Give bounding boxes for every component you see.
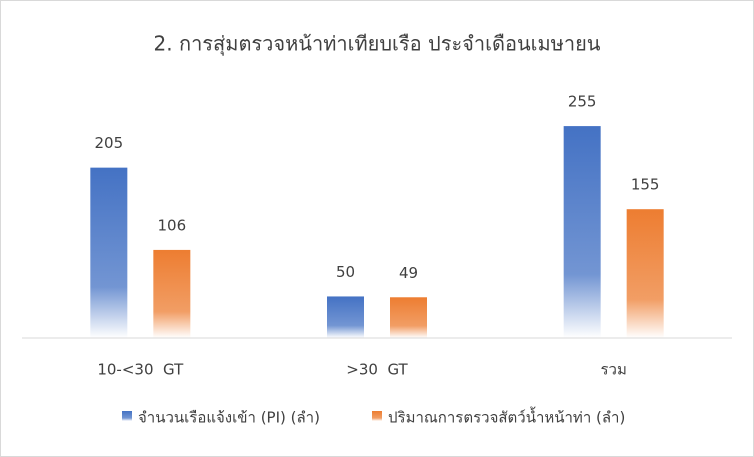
bar (390, 297, 427, 338)
data-label: 155 (631, 176, 660, 194)
x-tick-label: >30 GT (346, 361, 408, 379)
bar (626, 209, 664, 338)
data-label: 50 (336, 263, 355, 281)
bar (327, 296, 364, 338)
legend-label: จำนวนเรือแจ้งเข้า (PI) (ลำ) (138, 409, 320, 427)
bar (563, 126, 601, 338)
data-label: 49 (399, 264, 418, 282)
x-tick-label: รวม (600, 361, 626, 379)
chart-title: 2. การสุ่มตรวจหน้าท่าเทียบเรือ ประจำเดือ… (154, 32, 601, 57)
x-tick-label: 10-<30 GT (97, 361, 184, 379)
legend-swatch (122, 411, 132, 421)
data-label: 255 (568, 93, 597, 111)
legend-swatch (372, 411, 382, 421)
bar (153, 249, 191, 338)
data-label: 106 (158, 216, 187, 234)
legend-label: ปริมาณการตรวจสัตว์น้ำหน้าท่า (ลำ) (388, 407, 625, 427)
bar (90, 167, 128, 338)
data-label: 205 (95, 134, 124, 152)
